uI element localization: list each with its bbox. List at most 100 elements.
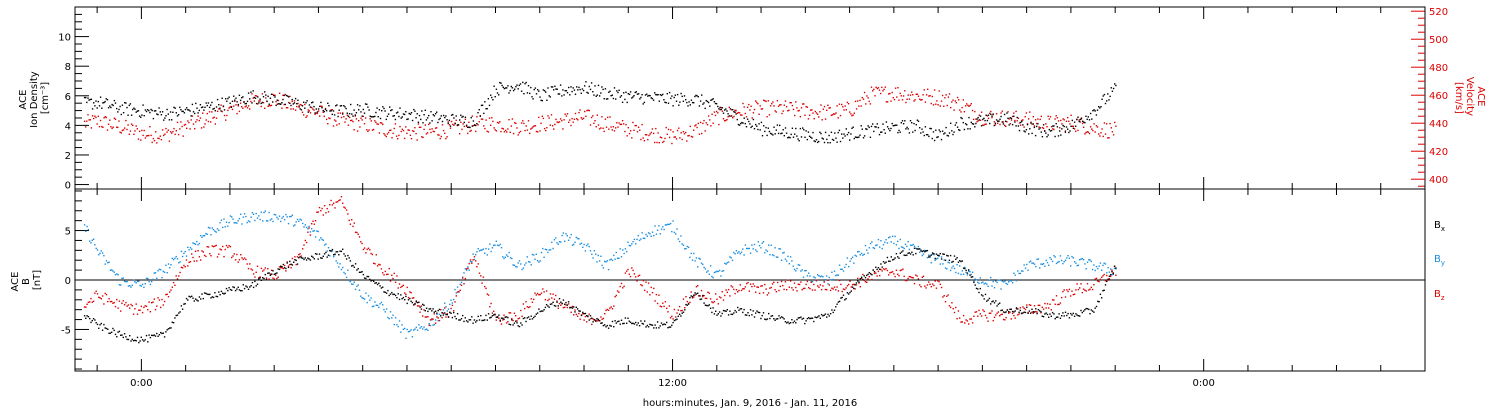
density-point [234, 99, 236, 101]
velocity-point [870, 86, 873, 88]
bz-point [855, 284, 858, 286]
bx-point [1033, 311, 1036, 313]
velocity-point [673, 136, 675, 138]
bx-point [357, 268, 359, 270]
bx-point [255, 285, 257, 287]
bx-point [761, 314, 763, 317]
field-label-line3: [nT] [32, 270, 43, 290]
velocity-point [495, 130, 498, 132]
velocity-point [405, 126, 407, 128]
density-point [930, 127, 932, 130]
velocity-point [582, 117, 585, 119]
bz-point [327, 211, 330, 213]
bx-point [660, 322, 663, 324]
by-point [593, 250, 596, 252]
velocity-point [408, 129, 410, 131]
bx-point [662, 324, 664, 326]
bx-point [641, 322, 643, 325]
by-point [405, 337, 407, 339]
bz-point [250, 268, 252, 270]
density-point [300, 109, 303, 111]
bx-point [753, 316, 756, 318]
bz-point [1082, 288, 1085, 290]
bz-point [880, 268, 882, 271]
bz-point [1095, 277, 1098, 280]
by-point [1084, 263, 1086, 265]
by-point [107, 262, 109, 264]
density-point [99, 96, 102, 98]
bx-point [419, 306, 421, 308]
bz-point [627, 268, 629, 271]
density-point [534, 87, 537, 89]
density-point [408, 112, 410, 115]
by-point [129, 285, 131, 287]
bx-point [378, 282, 380, 284]
density-point [632, 96, 634, 98]
velocity-point [470, 129, 472, 132]
by-point [445, 306, 447, 308]
velocity-point [322, 111, 324, 113]
by-point [1073, 261, 1076, 263]
by-point [382, 304, 384, 306]
density-point [795, 127, 797, 130]
density-point [344, 106, 346, 108]
bx-point [653, 327, 655, 329]
bx-point [388, 294, 390, 297]
by-point [556, 242, 558, 244]
bx-point [819, 317, 821, 319]
density-point [849, 139, 851, 141]
by-point [715, 271, 717, 273]
density-point [196, 107, 198, 109]
bz-point [1042, 308, 1045, 310]
bx-point [449, 311, 451, 314]
velocity-point [538, 116, 540, 119]
by-point [633, 238, 636, 241]
density-point [1093, 109, 1095, 111]
bx-point [1071, 314, 1073, 316]
velocity-point [634, 124, 636, 127]
bx-point [677, 315, 679, 317]
bx-point [453, 311, 455, 314]
density-point [792, 136, 795, 138]
bz-point [1081, 291, 1083, 294]
by-point [304, 224, 306, 226]
bz-point [540, 292, 543, 294]
velocity-point [221, 110, 223, 113]
velocity-point [308, 110, 311, 112]
density-point [191, 103, 194, 106]
velocity-point [423, 128, 425, 131]
density-point [978, 119, 980, 121]
density-point [460, 114, 462, 116]
velocity-point [902, 95, 905, 97]
density-point [261, 101, 264, 104]
bz-point [819, 284, 821, 286]
density-point [1070, 125, 1072, 127]
bz-point [944, 301, 947, 303]
bx-point [860, 276, 863, 278]
bx-point [348, 257, 350, 259]
bx-point [618, 320, 620, 322]
bz-point [667, 311, 669, 313]
density-point [799, 127, 802, 130]
density-point [984, 119, 986, 122]
by-point [1019, 272, 1021, 275]
density-point [872, 123, 874, 125]
velocity-point [358, 120, 360, 122]
bx-point [1082, 310, 1085, 312]
by-point [527, 261, 530, 263]
by-point [783, 251, 785, 254]
velocity-point [923, 89, 925, 91]
density-point [251, 102, 253, 104]
velocity-point [522, 120, 524, 122]
by-point [356, 285, 358, 288]
bx-point [1032, 311, 1034, 313]
by-point [209, 227, 211, 229]
density-point [563, 94, 565, 96]
bx-point [427, 310, 429, 313]
by-point [500, 247, 503, 249]
density-point [713, 101, 716, 103]
by-point [819, 276, 821, 278]
by-point [83, 224, 86, 226]
by-point [125, 281, 127, 283]
